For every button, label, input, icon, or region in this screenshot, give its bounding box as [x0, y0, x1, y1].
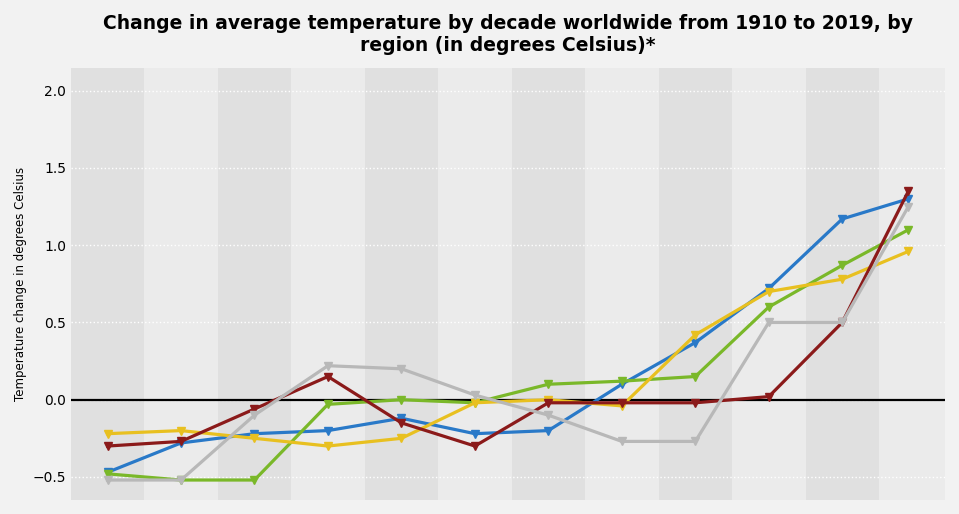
Bar: [292, 67, 364, 500]
Bar: [732, 67, 806, 500]
Bar: [879, 67, 946, 500]
Bar: [438, 67, 512, 500]
Bar: [218, 67, 292, 500]
Bar: [659, 67, 732, 500]
Y-axis label: Temperature change in degrees Celsius: Temperature change in degrees Celsius: [13, 167, 27, 401]
Title: Change in average temperature by decade worldwide from 1910 to 2019, by
region (: Change in average temperature by decade …: [103, 14, 913, 55]
Bar: [806, 67, 879, 500]
Bar: [512, 67, 585, 500]
Bar: [71, 67, 144, 500]
Bar: [364, 67, 438, 500]
Bar: [585, 67, 659, 500]
Bar: [144, 67, 218, 500]
